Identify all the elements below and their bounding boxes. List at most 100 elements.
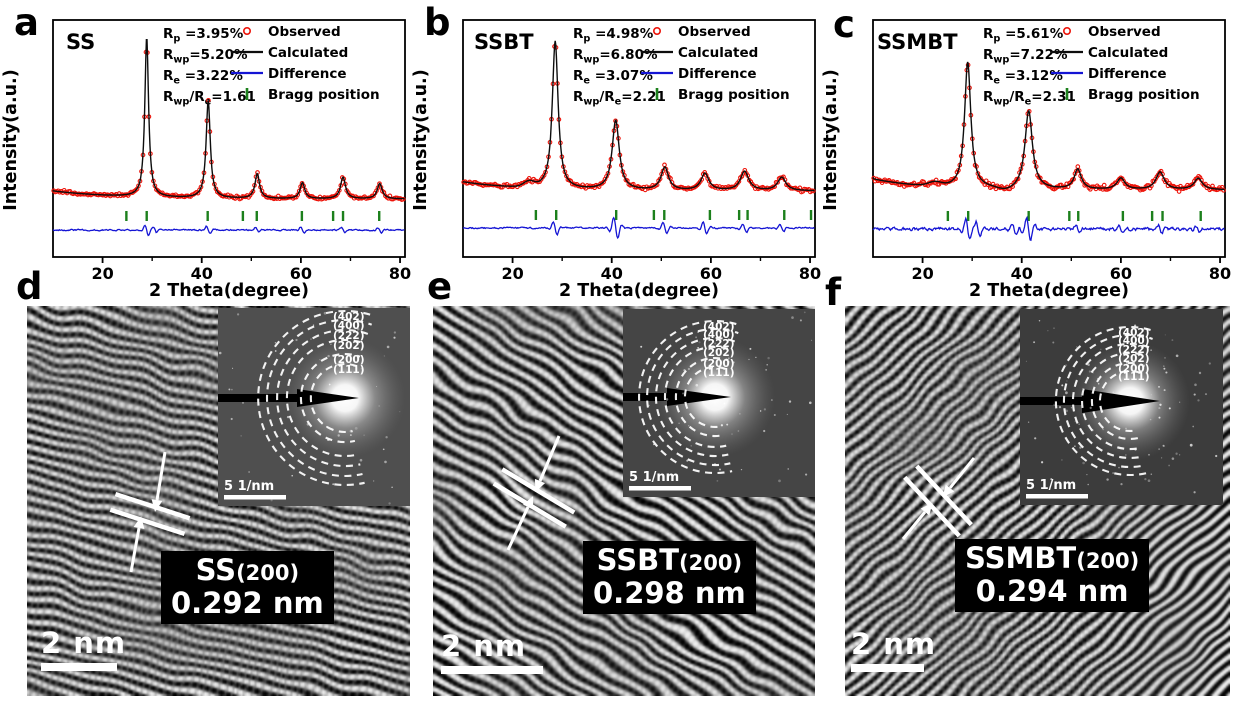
plot-frame: [872, 19, 1226, 258]
lattice-spacing-markers: [901, 457, 976, 540]
xrd-chart-ssmbt: 20 40 60 80 2 Theta(degree) Intensity(a.u.) SS…: [821, 19, 1231, 301]
diffraction-rings: [1054, 325, 1156, 477]
ring-index-labels: (402)(400)(222)(202)(200)(111): [703, 321, 735, 379]
svg-text:(202): (202): [1118, 353, 1150, 365]
lattice-spacing-markers: [109, 451, 191, 573]
svg-text:Re =3.12%: Re =3.12%: [983, 68, 1063, 87]
r-factors: Rp =4.98% Rwp=6.80% Re =3.07% Rwp/Re=2.21: [573, 26, 666, 108]
legend: Observed Calculated Difference Bragg positi…: [231, 24, 380, 103]
lattice-label: SS(200) 0.292 nm: [161, 551, 334, 624]
xrd-panel-ssmbt: 20 40 60 80 2 Theta(degree) Intensity(a.u.) SS…: [820, 0, 1232, 303]
scale-bar-label: 2 nm: [41, 626, 127, 660]
scale-bar-line: [41, 663, 117, 671]
lattice-label: SSBT(200) 0.298 nm: [583, 541, 756, 614]
diffraction-spots: [218, 311, 401, 505]
svg-text:Rwp=6.80%: Rwp=6.80%: [573, 47, 658, 66]
panel-letter-b: b: [424, 1, 451, 44]
svg-text:(402): (402): [1118, 327, 1150, 339]
svg-text:(111): (111): [1118, 371, 1150, 383]
x-axis: 20 40 60 80: [501, 257, 821, 283]
svg-text:40: 40: [191, 264, 213, 283]
sample-title: SS: [66, 30, 95, 54]
scale-bar-line: [851, 664, 924, 672]
difference-line: [462, 216, 815, 240]
difference-line: [52, 224, 405, 237]
svg-text:Bragg position: Bragg position: [678, 87, 790, 103]
saed-pattern-inset: (402)(400)(222)(202) (200)(111) 5 1/nm: [218, 308, 410, 506]
panel-letter-e: e: [427, 265, 453, 308]
sample-name: SS: [195, 553, 237, 587]
saed-scale-label: 5 1/nm: [1026, 478, 1076, 493]
plane-index: (200): [1076, 549, 1140, 573]
tem-panel-ss: (402) (400) (222) (202) (200) (111) 5 1/nm SS(…: [27, 306, 410, 696]
sample-name: SSBT: [596, 543, 680, 577]
svg-text:60: 60: [290, 264, 312, 283]
svg-text:(222): (222): [703, 338, 735, 350]
svg-text:Bragg position: Bragg position: [1088, 87, 1200, 103]
plane-index: (200): [236, 561, 300, 585]
d-spacing-value: 0.294 nm: [975, 574, 1129, 609]
legend: Observed Calculated Difference Bragg positi…: [1051, 24, 1200, 103]
r-factors: Rp =5.61% Rwp=7.22% Re =3.12% Rwp/Re=2.31: [983, 26, 1076, 108]
x-axis: 20 40 60 80: [91, 257, 411, 283]
svg-text:Re =3.22%: Re =3.22%: [163, 68, 243, 87]
scale-bar: 2 nm: [441, 632, 543, 674]
tem-panel-ssmbt: (402) (400) (222) (202) (200) (111) 5 1/nm SSM…: [845, 306, 1230, 696]
panel-letter-c: c: [833, 3, 855, 46]
ring-index-labels: (402)(400)(222)(202)(200)(111): [333, 311, 365, 376]
svg-text:Observed: Observed: [678, 24, 751, 40]
panel-letter-f: f: [825, 271, 842, 314]
svg-text:20: 20: [91, 264, 113, 283]
saed-scale-line: [1026, 494, 1088, 499]
lattice-label: SSMBT(200) 0.294 nm: [955, 539, 1150, 612]
saed-scale-line: [224, 495, 286, 500]
scale-bar: 2 nm: [851, 630, 936, 672]
svg-text:(222): (222): [333, 330, 365, 342]
svg-text:Difference: Difference: [268, 66, 347, 82]
svg-text:(200): (200): [703, 358, 735, 370]
diffraction-spots: [640, 311, 813, 483]
panel-letter-a: a: [14, 1, 39, 44]
svg-text:(200): (200): [333, 354, 365, 366]
svg-text:Rwp=5.20%: Rwp=5.20%: [163, 47, 248, 66]
xrd-chart-ssbt: 20 40 60 80 2 Theta(degree) Intensity(a.u.) SS…: [411, 19, 821, 301]
diffraction-spots: [1025, 319, 1218, 494]
xrd-panel-ssbt: 20 40 60 80 2 Theta(degree) Intensity(a.u.) SS…: [410, 0, 822, 303]
y-axis-label: Intensity(a.u.): [1, 69, 21, 210]
svg-text:80: 80: [799, 264, 821, 283]
svg-text:40: 40: [1011, 264, 1033, 283]
bragg-ticks: [125, 211, 381, 221]
svg-text:80: 80: [389, 264, 411, 283]
d-spacing-value: 0.292 nm: [171, 586, 324, 621]
svg-text:(402): (402): [703, 321, 735, 333]
scale-bar-line: [441, 666, 543, 674]
diffraction-rings: [638, 320, 742, 475]
svg-text:(111): (111): [333, 364, 365, 376]
scale-bar-label: 2 nm: [441, 629, 527, 663]
svg-text:Observed: Observed: [268, 24, 341, 40]
svg-text:Calculated: Calculated: [1088, 45, 1168, 61]
svg-text:20: 20: [501, 264, 523, 283]
beam-stop-arrow: [1020, 389, 1160, 413]
svg-text:Difference: Difference: [1088, 66, 1167, 82]
svg-text:Calculated: Calculated: [678, 45, 758, 61]
svg-text:60: 60: [700, 264, 722, 283]
lattice-spacing-markers: [492, 435, 576, 551]
xrd-chart-ss: 20 40 60 80 2 Theta(degree) Intensity(a.u.) SS…: [1, 19, 411, 301]
scale-bar: 2 nm: [41, 629, 126, 671]
saed-scale-label: 5 1/nm: [224, 479, 274, 494]
beam-stop-arrow: [218, 389, 359, 407]
svg-text:(400): (400): [333, 320, 365, 332]
svg-text:Rwp/Re=2.21: Rwp/Re=2.21: [573, 89, 666, 108]
svg-text:Rwp/Re=2.31: Rwp/Re=2.31: [983, 89, 1076, 108]
tem-panel-ssbt: (402) (400) (222) (202) (200) (111) 5 1/nm SSB…: [433, 306, 815, 696]
calculated-line: [462, 40, 815, 192]
legend: Observed Calculated Difference Bragg positi…: [641, 24, 790, 103]
y-axis-label: Intensity(a.u.): [821, 69, 841, 210]
r-factors: Rp =3.95%Rwp=5.20%Re =3.22%Rwp/Re=1.61: [163, 26, 256, 108]
svg-text:(222): (222): [1118, 344, 1150, 356]
scale-bar-label: 2 nm: [851, 627, 937, 661]
saed-scale-label: 5 1/nm: [629, 470, 679, 485]
calculated-line: [53, 39, 405, 200]
